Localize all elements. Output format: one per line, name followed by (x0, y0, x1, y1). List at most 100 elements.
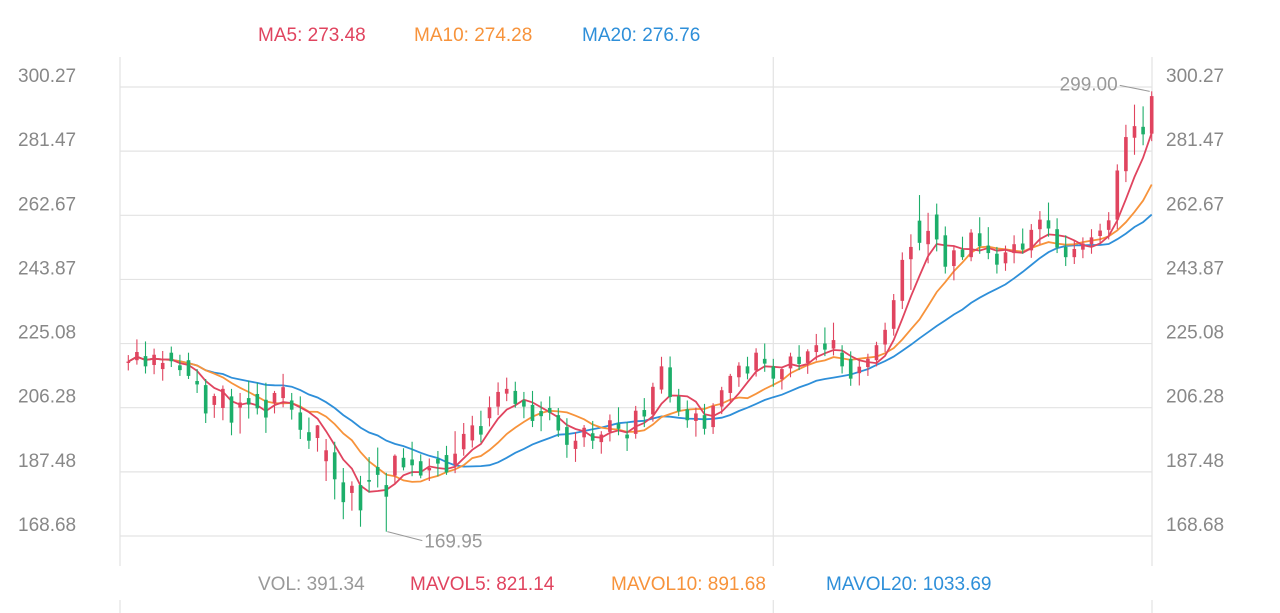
candle-body (1124, 137, 1128, 172)
y-tick-label-right: 187.48 (1166, 451, 1224, 472)
candle-body (307, 432, 311, 441)
y-tick-label-left: 243.87 (18, 258, 76, 279)
candle-body (668, 367, 672, 398)
candle-body (719, 390, 724, 407)
candle-body (522, 400, 526, 407)
candle-body (986, 245, 991, 254)
candle-body (891, 300, 896, 329)
candle-body (676, 396, 681, 412)
candle-body (969, 232, 973, 258)
candle-body (358, 485, 363, 511)
candle-body (384, 485, 389, 497)
candle-body (341, 482, 346, 503)
legend-mavol10: MAVOL10: 891.68 (611, 574, 766, 595)
candle-body (1149, 96, 1154, 134)
candle-body (831, 340, 836, 349)
candle-body (195, 381, 199, 385)
candle-body (461, 433, 466, 450)
candle-body (255, 393, 260, 409)
candle-body (857, 366, 862, 374)
candle-body (289, 400, 294, 410)
candle-body (685, 409, 690, 421)
candle-body (840, 352, 844, 367)
legend-ma10: MA10: 274.28 (414, 25, 533, 46)
candle-body (608, 420, 612, 432)
candle-body (436, 458, 440, 464)
candle-body (212, 396, 217, 405)
candle-body (479, 426, 483, 435)
candle-body (651, 386, 655, 415)
candle-body (186, 360, 191, 376)
candle-body (1029, 229, 1034, 251)
candle-body (1106, 220, 1111, 230)
candle-body (874, 345, 879, 361)
candle-body (547, 407, 552, 413)
candle-body (745, 366, 750, 374)
y-tick-label-left: 300.27 (18, 66, 76, 87)
max-pointer-line (1119, 84, 1150, 92)
y-tick-label-left: 168.68 (18, 515, 76, 536)
y-tick-label-right: 300.27 (1166, 66, 1224, 87)
candle-body (143, 356, 148, 367)
candle-body (1063, 246, 1068, 258)
candle-body (539, 411, 543, 417)
candle-body (599, 434, 604, 443)
candle-body (702, 415, 707, 429)
y-tick-label-left: 225.08 (18, 323, 76, 344)
legend-mavol20: MAVOL20: 1033.69 (826, 574, 992, 595)
ma10-line (127, 184, 1153, 483)
candle-body (926, 230, 930, 245)
candle-body (1020, 243, 1025, 250)
candle-body (960, 249, 965, 258)
candle-body (135, 352, 139, 361)
candle-body (221, 388, 225, 408)
candle-body (590, 433, 595, 441)
candle-body (616, 423, 621, 429)
candle-body (900, 259, 905, 301)
candle-body (659, 366, 664, 390)
candle-body (178, 365, 182, 371)
candle-body (788, 356, 793, 369)
candle-body (401, 457, 406, 468)
candle-body (444, 455, 449, 473)
candle-body (805, 351, 810, 363)
candle-body (823, 343, 827, 350)
candle-body (573, 440, 578, 449)
candle-body (771, 366, 776, 379)
candle-body (797, 356, 801, 364)
candle-body (1141, 126, 1145, 135)
candle-body (694, 413, 698, 421)
candle-body (332, 452, 337, 480)
candle-body (780, 369, 784, 380)
legend-ma20: MA20: 276.76 (582, 25, 701, 46)
y-tick-label-right: 243.87 (1166, 258, 1224, 279)
candle-body (1098, 230, 1102, 237)
y-tick-label-right: 225.08 (1166, 323, 1224, 344)
legend-vol: VOL: 391.34 (258, 574, 365, 595)
candle-body (350, 485, 354, 493)
y-tick-label-right: 281.47 (1166, 130, 1224, 151)
candle-body (1115, 170, 1120, 220)
candle-body (866, 358, 870, 368)
candle-body (977, 233, 982, 247)
candle-body (737, 365, 741, 378)
ma5-line (127, 132, 1153, 493)
legend-ma5: MA5: 273.48 (258, 25, 366, 46)
candle-body (1038, 219, 1042, 230)
y-tick-label-left: 262.67 (18, 194, 76, 215)
candle-body (917, 220, 922, 243)
candle-body (152, 354, 156, 365)
candle-body (711, 405, 715, 428)
candle-body (264, 399, 268, 418)
candle-body (315, 425, 320, 439)
candle-body (272, 392, 277, 404)
candle-body (1012, 244, 1016, 254)
candle-body (203, 385, 208, 414)
y-tick-label-right: 168.68 (1166, 515, 1224, 536)
candle-body (470, 425, 475, 441)
candle-body (642, 410, 647, 417)
min-pointer-line (387, 531, 423, 542)
legend-mavol5: MAVOL5: 821.14 (410, 574, 555, 595)
y-tick-label-left: 206.28 (18, 387, 76, 408)
